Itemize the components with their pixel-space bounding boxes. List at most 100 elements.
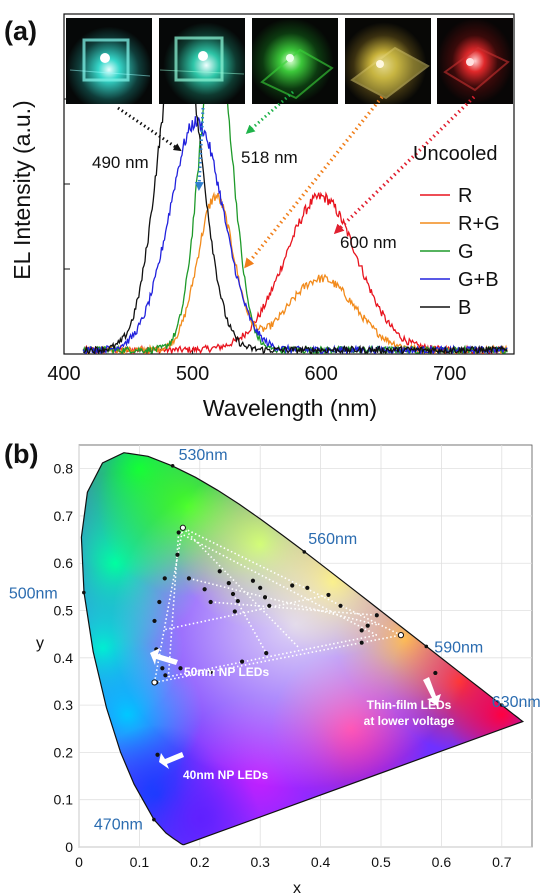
- cie-point: [186, 576, 192, 581]
- legend: Uncooled R R+G G G+B B: [413, 143, 500, 319]
- legend-label: G: [458, 241, 474, 263]
- cie-point: [217, 569, 222, 574]
- cie-point: [326, 592, 331, 598]
- arrow-rg: [244, 95, 384, 269]
- legend-label: B: [458, 297, 471, 319]
- peak-label-600: 600 nm: [340, 233, 397, 252]
- cie-ylabel: y: [36, 635, 44, 652]
- cie-point: [305, 585, 310, 590]
- label-lower-voltage: at lower voltage: [364, 714, 455, 728]
- cie-point: [157, 599, 162, 605]
- cie-x-tick-label: 0.1: [130, 854, 150, 870]
- cie-point: [267, 603, 272, 608]
- gamut-line: [232, 593, 267, 654]
- wavelength-label: 470nm: [94, 817, 143, 834]
- cie-point: [230, 591, 236, 597]
- gamut-line: [188, 577, 377, 626]
- cie-point: [374, 613, 379, 618]
- cie-point: [152, 618, 157, 624]
- cie-point: [175, 552, 180, 557]
- x-tick-label: 700: [433, 363, 466, 385]
- panel-a-ylabel: EL Intensity (a.u.): [9, 100, 35, 279]
- cie-points: [151, 524, 438, 757]
- panel-a-xlabel: Wavelength (nm): [203, 395, 377, 421]
- cie-axis-ticks: 0 0.1 0.2 0.3 0.4 0.5 0.6 0.7 0 0.1 0.2 0.3 0.4 0.5 0.…: [54, 461, 512, 870]
- gamut-line: [178, 531, 378, 636]
- wavelength-label: 500nm: [9, 586, 58, 603]
- cie-y-tick-label: 0.2: [54, 744, 74, 760]
- cie-point: [226, 580, 231, 586]
- wavelength-labels: 470nm 500nm 530nm 560nm 590nm 630nm: [9, 447, 541, 834]
- photo-red-led: [437, 18, 513, 104]
- cie-x-tick-label: 0.7: [492, 854, 512, 870]
- peak-label-518: 518 nm: [241, 148, 298, 167]
- photo-rg-led: [345, 18, 431, 104]
- wavelength-mark: [152, 817, 156, 822]
- legend-items: R R+G G G+B B: [420, 185, 500, 319]
- cie-arrows: [150, 648, 441, 769]
- cie-point: [232, 609, 237, 614]
- cie-point: [208, 599, 213, 605]
- legend-label: R: [458, 185, 472, 207]
- arrow-40nm: [159, 752, 184, 769]
- arrow-r: [333, 95, 476, 235]
- arrow-50nm: [150, 648, 178, 665]
- wavelength-mark: [170, 464, 175, 468]
- series-b-line: [83, 22, 508, 354]
- x-tick-label: 600: [304, 363, 337, 385]
- cie-x-tick-label: 0.5: [371, 854, 391, 870]
- spectral-locus: [80, 452, 525, 846]
- wavelength-mark: [302, 550, 307, 554]
- cie-point: [162, 576, 167, 581]
- gamut-vertex: [397, 632, 405, 639]
- label-thin-film-leds: Thin-film LEDs: [367, 698, 452, 712]
- cie-x-tick-label: 0.4: [311, 854, 331, 870]
- cie-y-tick-label: 0.1: [54, 792, 74, 808]
- cie-point: [365, 623, 370, 628]
- label-50nm-np-leds: 50nm NP LEDs: [184, 665, 269, 679]
- panel-a-label: (a): [4, 16, 37, 46]
- panel-b: (b) 470nm 500nm 530nm 560nm 590nm 630nm 50nm …: [4, 439, 541, 896]
- cie-point: [258, 585, 263, 590]
- cie-point: [250, 578, 256, 583]
- device-photos: [66, 18, 513, 104]
- cie-point: [155, 752, 160, 757]
- cie-point: [160, 666, 165, 671]
- wavelength-mark: [82, 590, 86, 595]
- wavelength-label: 630nm: [492, 694, 541, 711]
- cie-x-tick-label: 0: [75, 854, 83, 870]
- cie-point: [264, 650, 269, 656]
- cie-point: [178, 666, 183, 671]
- cie-point: [163, 673, 168, 678]
- arrow-g: [245, 90, 294, 134]
- cie-y-tick-label: 0.5: [54, 603, 74, 619]
- cie-y-tick-label: 0: [65, 839, 73, 855]
- arrow-b: [117, 106, 182, 152]
- cie-point: [359, 640, 364, 645]
- wavelength-label: 530nm: [179, 447, 228, 464]
- wavelength-label: 560nm: [308, 531, 357, 548]
- cie-y-tick-label: 0.7: [54, 508, 74, 524]
- cie-point: [290, 583, 295, 588]
- photo-blue-led: [66, 18, 152, 104]
- panel-a-series: [82, 22, 508, 354]
- wavelength-mark: [424, 644, 429, 649]
- gamut-line: [182, 527, 402, 636]
- wavelength-label: 590nm: [434, 639, 483, 656]
- cie-point: [338, 603, 343, 608]
- cie-y-tick-label: 0.3: [54, 697, 74, 713]
- cie-x-tick-label: 0.3: [250, 854, 270, 870]
- wavelength-mark: [500, 703, 504, 707]
- cie-xlabel: x: [293, 880, 301, 896]
- series-gb-line: [82, 116, 508, 354]
- legend-label: G+B: [458, 269, 499, 291]
- photo-arrows: [117, 90, 476, 269]
- cie-point: [239, 659, 245, 664]
- cie-point: [359, 628, 364, 633]
- photo-green-led: [252, 18, 338, 104]
- gamut-vertex: [179, 524, 186, 531]
- cie-y-tick-label: 0.6: [54, 555, 74, 571]
- panel-a-x-ticks: 400 500 600 700: [47, 348, 466, 385]
- cie-x-tick-label: 0.2: [190, 854, 210, 870]
